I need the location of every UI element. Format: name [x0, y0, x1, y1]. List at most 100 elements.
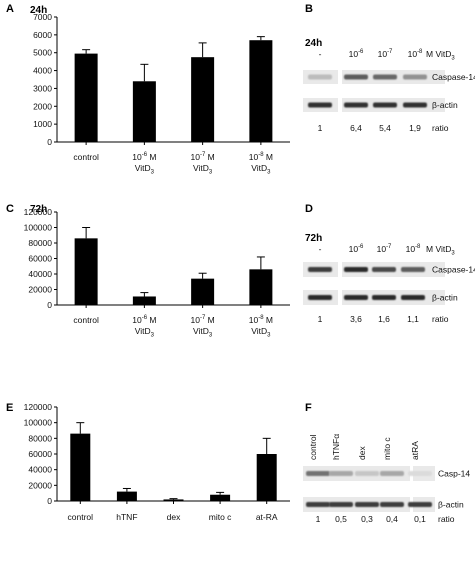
blot-band — [408, 502, 432, 507]
bar — [74, 53, 98, 142]
ratio-value: 0,4 — [386, 514, 398, 524]
bar — [249, 269, 273, 305]
category-label: 10-6 M — [132, 315, 156, 325]
ratio-value: 5,4 — [379, 123, 391, 133]
blot-band — [355, 502, 379, 507]
bar — [256, 454, 277, 501]
category-label: control — [73, 152, 99, 162]
unit-label: M VitD3 — [426, 49, 455, 62]
category-label: control — [68, 512, 94, 522]
category-label: 10-7 M — [190, 315, 214, 325]
blot-panel-d: D 72h- 10-6 10-7 10-8 M VitD3 Caspase-14 β-acti… — [303, 203, 475, 324]
lane-label: 10-7 — [377, 244, 392, 254]
category-label: hTNF — [116, 512, 137, 522]
bar — [132, 81, 156, 142]
lane-label: atRA — [410, 441, 420, 460]
blot-band — [403, 74, 427, 80]
bar — [74, 238, 98, 305]
blot-band — [403, 102, 427, 108]
bar — [191, 57, 215, 142]
lane-label: control — [308, 434, 318, 460]
category-label: VitD3 — [193, 163, 213, 176]
panel-letter: A — [6, 3, 14, 15]
band-label: Caspase-14 — [432, 72, 475, 82]
lane-label: 10-6 — [349, 49, 364, 59]
y-tick-label: 20000 — [28, 480, 52, 490]
y-tick-label: 5000 — [33, 48, 52, 58]
lane-label: 10-6 — [349, 244, 364, 254]
blot-band — [308, 102, 332, 108]
blot-band — [401, 295, 425, 300]
panel-letter: C — [6, 203, 14, 215]
blot-band — [329, 471, 353, 476]
band-label: Caspase-14 — [432, 265, 475, 275]
band-label: β-actin — [438, 500, 464, 510]
lane-label: 10-8 — [408, 49, 423, 59]
category-label: VitD3 — [135, 326, 155, 339]
bar-chart-c: C 72h 0 20000 40000 60000 80000 100000 120000 con… — [6, 203, 290, 339]
bar — [163, 499, 184, 501]
y-tick-label: 80000 — [28, 238, 52, 248]
bar — [191, 278, 215, 305]
ratio-value: 1,9 — [409, 123, 421, 133]
y-tick-label: 2000 — [33, 101, 52, 111]
panel-letter: D — [305, 203, 313, 215]
y-tick-label: 4000 — [33, 66, 52, 76]
y-tick-label: 1000 — [33, 119, 52, 129]
lane-label: - — [319, 49, 322, 59]
bar — [249, 40, 273, 142]
bar — [116, 491, 137, 501]
blot-band — [308, 295, 332, 300]
y-tick-label: 6000 — [33, 30, 52, 40]
ratio-value: 1 — [318, 123, 323, 133]
ratio-value: 0,3 — [361, 514, 373, 524]
ratio-value: 1 — [318, 314, 323, 324]
blot-band — [373, 74, 397, 80]
lane-label: 10-7 — [378, 49, 393, 59]
time-label: 72h — [30, 204, 47, 215]
category-label: VitD3 — [193, 326, 213, 339]
category-label: dex — [167, 512, 181, 522]
blot-band — [306, 471, 330, 476]
y-tick-label: 100000 — [24, 223, 53, 233]
lane-label: dex — [357, 446, 367, 460]
time-label: 72h — [305, 233, 322, 244]
lane-label: hTNFα — [331, 434, 341, 460]
y-tick-label: 60000 — [28, 449, 52, 459]
band-label: Casp-14 — [438, 469, 470, 479]
y-tick-label: 40000 — [28, 465, 52, 475]
blot-band — [308, 267, 332, 272]
y-tick-label: 80000 — [28, 433, 52, 443]
ratio-value: 1,1 — [407, 314, 419, 324]
blot-band — [372, 267, 396, 272]
band-label: β-actin — [432, 100, 458, 110]
ratio-value: 6,4 — [350, 123, 362, 133]
y-tick-label: 0 — [47, 300, 52, 310]
category-label: control — [73, 315, 99, 325]
category-label: VitD3 — [251, 326, 271, 339]
y-tick-label: 0 — [47, 137, 52, 147]
panel-letter: F — [305, 402, 312, 414]
blot-band — [344, 267, 368, 272]
ratio-value: 1,6 — [378, 314, 390, 324]
ratio-value: 0,5 — [335, 514, 347, 524]
ratio-label: ratio — [432, 123, 449, 133]
blot-band — [355, 471, 379, 476]
y-tick-label: 0 — [47, 496, 52, 506]
time-label: 24h — [305, 38, 322, 49]
y-tick-label: 20000 — [28, 285, 52, 295]
blot-band — [344, 74, 368, 80]
blot-band — [401, 267, 425, 272]
y-tick-label: 7000 — [33, 12, 52, 22]
bar-chart-a: A 24h 0 1000 2000 3000 4000 5000 6000 7000 control… — [6, 3, 290, 176]
y-tick-label: 60000 — [28, 254, 52, 264]
y-tick-label: 100000 — [24, 418, 53, 428]
blot-panel-b: B 24h- 10-6 10-7 10-8 M VitD3 Caspase-14 β-acti… — [303, 3, 475, 133]
lane-label: 10-8 — [406, 244, 421, 254]
blot-band — [380, 502, 404, 507]
category-label: 10-8 M — [249, 152, 273, 162]
blot-band — [308, 74, 332, 80]
bar-chart-e: E 0 20000 40000 60000 80000 100000 120000 contro… — [6, 402, 290, 522]
